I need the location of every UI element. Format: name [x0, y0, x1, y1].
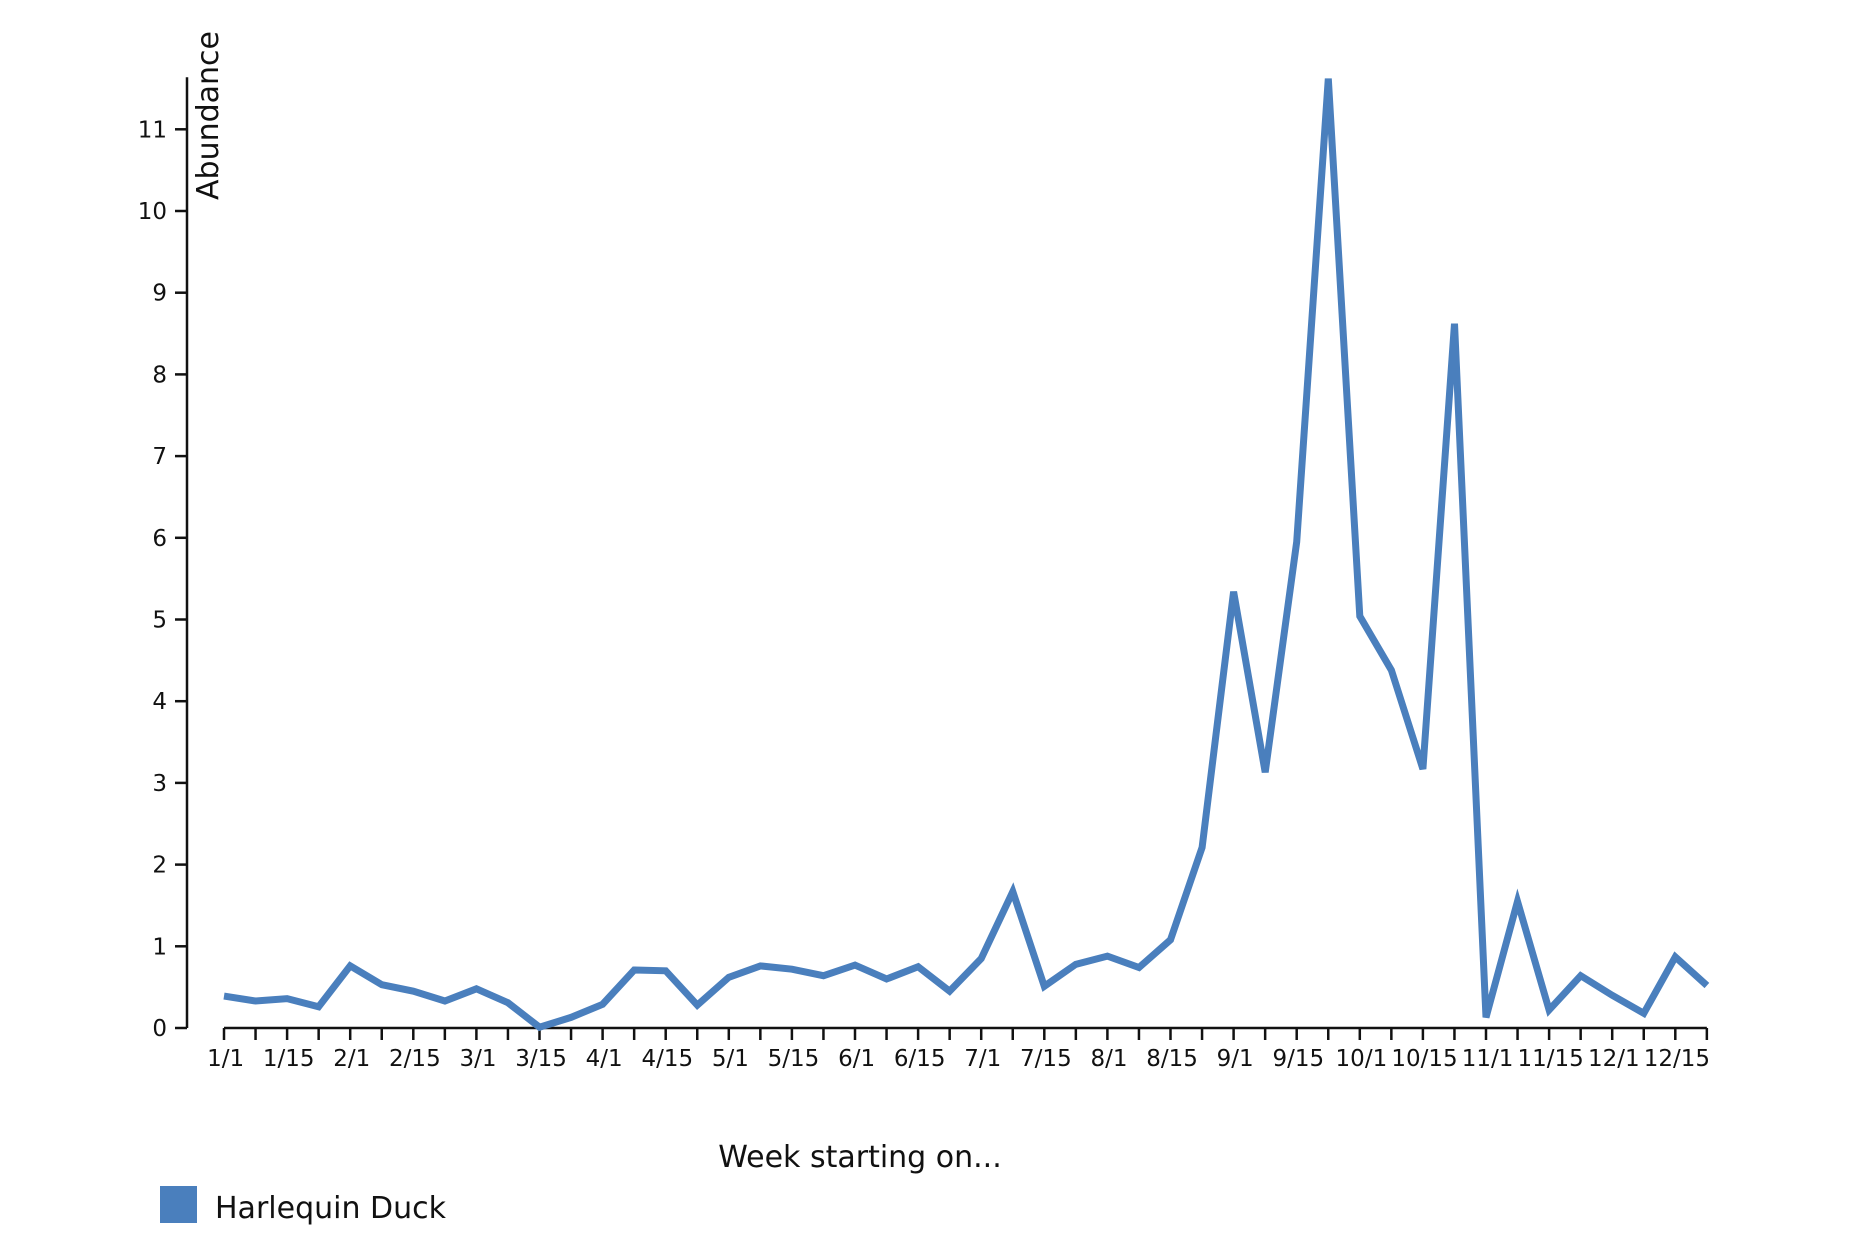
- legend: Harlequin Duck: [160, 1186, 447, 1226]
- x-tick-label: 3/1: [459, 1046, 496, 1072]
- x-tick-label: 4/15: [641, 1046, 693, 1072]
- y-tick-label: 3: [152, 771, 167, 797]
- y-axis: 0 1 2 3 4 5 6 7 8 9 10 11: [138, 77, 189, 1042]
- y-tick-label: 4: [152, 689, 167, 715]
- x-tick-label: 1/1: [207, 1046, 244, 1072]
- x-axis: 1/1 1/15 2/1 2/15 3/1 3/15 4/1 4/15 5/1 5/15 6/1 6/…: [207, 1026, 1710, 1072]
- y-tick-label: 0: [152, 1016, 167, 1042]
- x-tick-label: 3/15: [515, 1046, 567, 1072]
- x-tick-label: 11/1: [1462, 1046, 1514, 1072]
- y-tick-label: 5: [152, 608, 167, 634]
- y-tick-label: 8: [152, 362, 167, 388]
- y-tick-label: 11: [138, 117, 167, 143]
- x-tick-label: 8/15: [1146, 1046, 1198, 1072]
- x-tick-label: 12/15: [1644, 1046, 1710, 1072]
- x-tick-label: 12/1: [1588, 1046, 1640, 1072]
- x-tick-label: 5/1: [712, 1046, 749, 1072]
- y-tick-label: 1: [152, 934, 167, 960]
- x-tick-label: 9/1: [1217, 1046, 1254, 1072]
- y-tick-label: 7: [152, 444, 167, 470]
- x-axis-title: Week starting on...: [718, 1140, 1002, 1175]
- x-tick-label: 2/1: [333, 1046, 370, 1072]
- y-tick-label: 2: [152, 853, 167, 879]
- legend-label: Harlequin Duck: [215, 1191, 447, 1226]
- series-layer: [223, 78, 1710, 1032]
- x-tick-label: 4/1: [586, 1046, 623, 1072]
- series-line-harlequin-duck: [223, 78, 1710, 1032]
- x-tick-label: 6/15: [894, 1046, 946, 1072]
- x-tick-label: 5/15: [768, 1046, 820, 1072]
- x-tick-label: 7/1: [964, 1046, 1001, 1072]
- x-tick-label: 2/15: [389, 1046, 441, 1072]
- x-tick-label: 10/1: [1336, 1046, 1388, 1072]
- x-tick-label: 9/15: [1272, 1046, 1324, 1072]
- y-tick-label: 10: [138, 199, 167, 225]
- x-tick-label: 10/15: [1391, 1046, 1457, 1072]
- x-tick-label: 11/15: [1518, 1046, 1584, 1072]
- y-axis-title: Abundance: [191, 31, 226, 200]
- y-tick-label: 9: [152, 281, 167, 307]
- legend-swatch: [160, 1186, 197, 1223]
- x-tick-label: 7/15: [1020, 1046, 1072, 1072]
- y-tick-label: 6: [152, 526, 167, 552]
- x-tick-label: 1/15: [263, 1046, 315, 1072]
- x-tick-label: 8/1: [1090, 1046, 1127, 1072]
- x-tick-label: 6/1: [838, 1046, 875, 1072]
